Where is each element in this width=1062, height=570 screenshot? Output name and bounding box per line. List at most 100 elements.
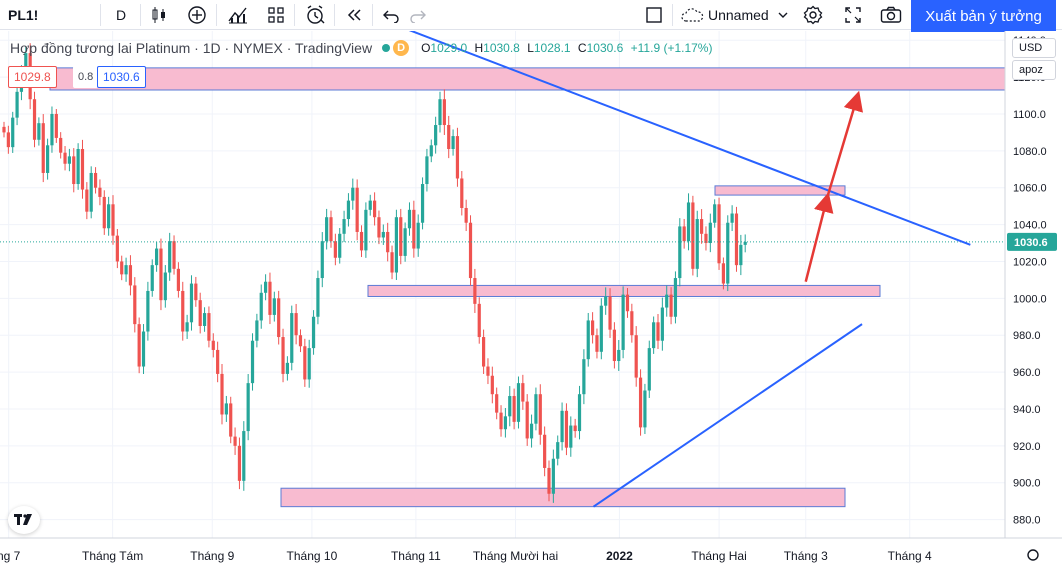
candle-body [534,394,538,424]
candle-body [59,137,63,153]
cloud-icon [679,0,705,30]
candle-body [98,187,102,197]
publish-idea-button[interactable]: Xuất bản ý tưởng [911,0,1056,32]
candle-body [407,209,412,229]
candle-body [185,322,189,332]
y-tick-label: 880.0 [1013,515,1041,527]
candle-body [15,91,19,118]
candle-body [490,375,494,395]
candle-body [32,99,37,140]
ohlc-values: O1029.0 H1030.8 L1028.1 C1030.6 +11.9 (+… [421,41,716,55]
candles-icon[interactable] [146,0,172,30]
price-chart[interactable]: 880.0 900.0 920.0 940.0 960.0 980.0 1000.0 1020… [0,31,1062,570]
candle-body [137,324,141,367]
candle-body [141,331,146,367]
buy-price-box[interactable]: 1030.6 [97,66,146,88]
candle-body [464,207,468,223]
candle-body [617,349,621,362]
candle-body [416,222,420,249]
interval-button[interactable]: D [115,7,127,23]
x-tick-label: Tháng 3 [784,549,828,563]
candle-body [216,349,220,374]
chart-legend: Hợp đồng tương lai Platinum · 1D · NYMEX… [10,40,716,56]
candle-body [525,401,529,439]
add-indicator-icon[interactable] [184,0,210,30]
candle-body [468,222,473,279]
undo-icon[interactable] [378,0,404,30]
candle-body [700,219,704,234]
candle-body [207,313,211,341]
candle-body [54,113,58,138]
candle-body [495,394,499,413]
candle-body [630,311,634,336]
candle-body [290,313,294,363]
x-tick-label: Tháng 4 [888,549,932,563]
candle-body [351,187,355,201]
candle-body [146,290,150,332]
candle-body [390,252,394,273]
camera-icon[interactable] [878,0,904,30]
candle-body [486,366,490,376]
trend-line [592,323,863,508]
candle-body [652,322,656,349]
close-label: C [577,41,587,55]
candle-body [713,204,717,223]
candle-body [704,233,708,244]
candle-body [325,217,329,242]
currency-select[interactable]: USD [1012,38,1056,58]
candle-body [612,329,616,362]
candle-body [120,261,124,275]
candle-body [46,145,50,173]
candle-body [329,217,333,242]
candle-body [76,148,80,185]
alert-icon[interactable] [301,0,329,30]
candle-body [224,403,228,415]
axis-settings-icon[interactable] [1027,549,1039,561]
candle-body [499,412,503,430]
candle-body [451,136,455,149]
symbol-search-button[interactable]: PL1! [8,7,39,23]
candle-body [529,423,534,439]
fullscreen-toggle-icon[interactable] [641,0,667,30]
candle-body [512,396,516,422]
candle-body [294,313,298,336]
candle-body [604,296,608,306]
candle-body [37,123,41,140]
indicators-icon[interactable] [224,0,252,30]
sell-price-box[interactable]: 1029.8 [8,66,57,88]
candle-body [477,303,481,338]
candle-body [307,348,311,380]
candle-body [734,213,739,266]
redo-icon[interactable] [405,0,431,30]
scale-select[interactable]: apoz [1012,60,1056,80]
candle-body [320,241,324,279]
chevron-down-icon[interactable] [776,0,790,30]
settings-icon[interactable] [800,0,826,30]
open-value: 1029.0 [430,41,468,55]
candle-body [678,226,682,279]
change-value: +11.9 (+1.17%) [630,41,713,55]
zone-rect [714,185,846,196]
last-price-label: 1030.6 [1014,237,1048,249]
candle-body [124,265,128,275]
candle-body [473,278,477,304]
fullscreen-icon[interactable] [840,0,866,30]
candle-body [133,285,137,325]
toolbar-divider [100,4,101,26]
delayed-badge[interactable]: D [393,40,410,56]
layout-name[interactable]: Unnamed [708,7,769,23]
candle-body [660,307,664,341]
candle-body [508,396,512,417]
x-tick-label: Tháng 9 [190,549,234,563]
x-tick-label: Tháng Hai [691,549,746,563]
y-tick-label: 900.0 [1013,478,1041,490]
candle-body [656,322,660,341]
candle-body [41,123,45,173]
candle-body [172,241,176,269]
replay-icon[interactable] [341,0,367,30]
templates-icon[interactable] [263,0,289,30]
candle-body [281,337,285,374]
close-value: 1030.6 [586,41,624,55]
tradingview-logo[interactable] [8,506,40,534]
